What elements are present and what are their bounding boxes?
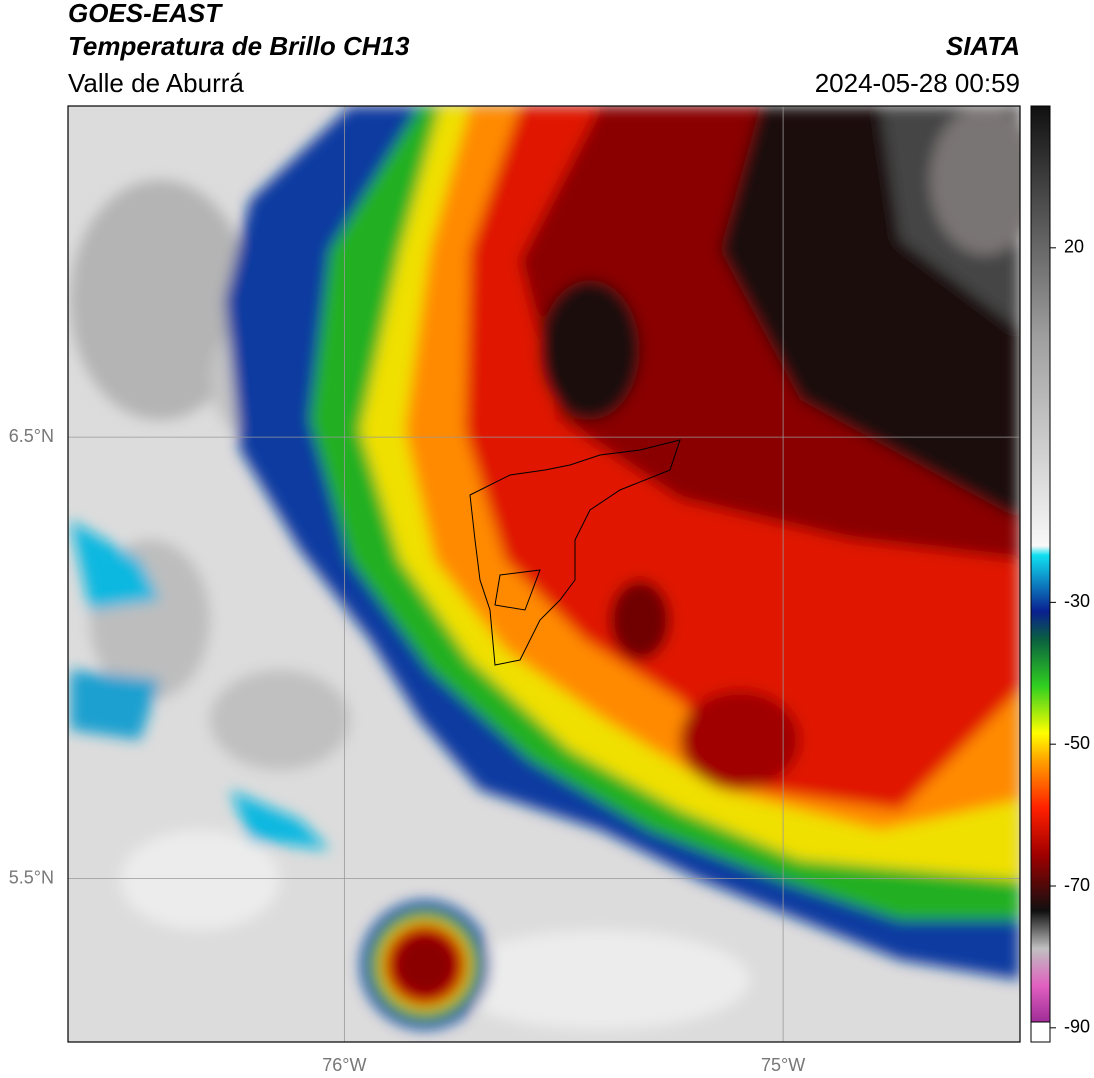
x-tick-label: 75°W bbox=[761, 1055, 805, 1075]
source: SIATA bbox=[946, 31, 1020, 61]
colorbar-tick-label: -50 bbox=[1064, 733, 1090, 753]
y-tick-label: 6.5°N bbox=[9, 426, 54, 446]
y-tick-label: 5.5°N bbox=[9, 867, 54, 887]
datetime: 2024-05-28 00:59 bbox=[815, 68, 1020, 98]
subtitle: Temperatura de Brillo CH13 bbox=[68, 31, 410, 61]
map-frame bbox=[67, 105, 1021, 1043]
graticule bbox=[68, 106, 1020, 1042]
colorbar bbox=[1030, 105, 1051, 1043]
colorbar-tick-label: 20 bbox=[1064, 237, 1084, 257]
x-tick-label: 76°W bbox=[322, 1055, 366, 1075]
colorbar-tick-label: -30 bbox=[1064, 591, 1090, 611]
colorbar-under bbox=[1030, 1021, 1051, 1043]
region: Valle de Aburrá bbox=[68, 68, 244, 98]
title: GOES-EAST bbox=[68, 0, 223, 28]
satellite-image bbox=[68, 106, 1020, 1042]
colorbar-tick-label: -90 bbox=[1064, 1017, 1090, 1037]
colorbar-tick-label: -70 bbox=[1064, 875, 1090, 895]
